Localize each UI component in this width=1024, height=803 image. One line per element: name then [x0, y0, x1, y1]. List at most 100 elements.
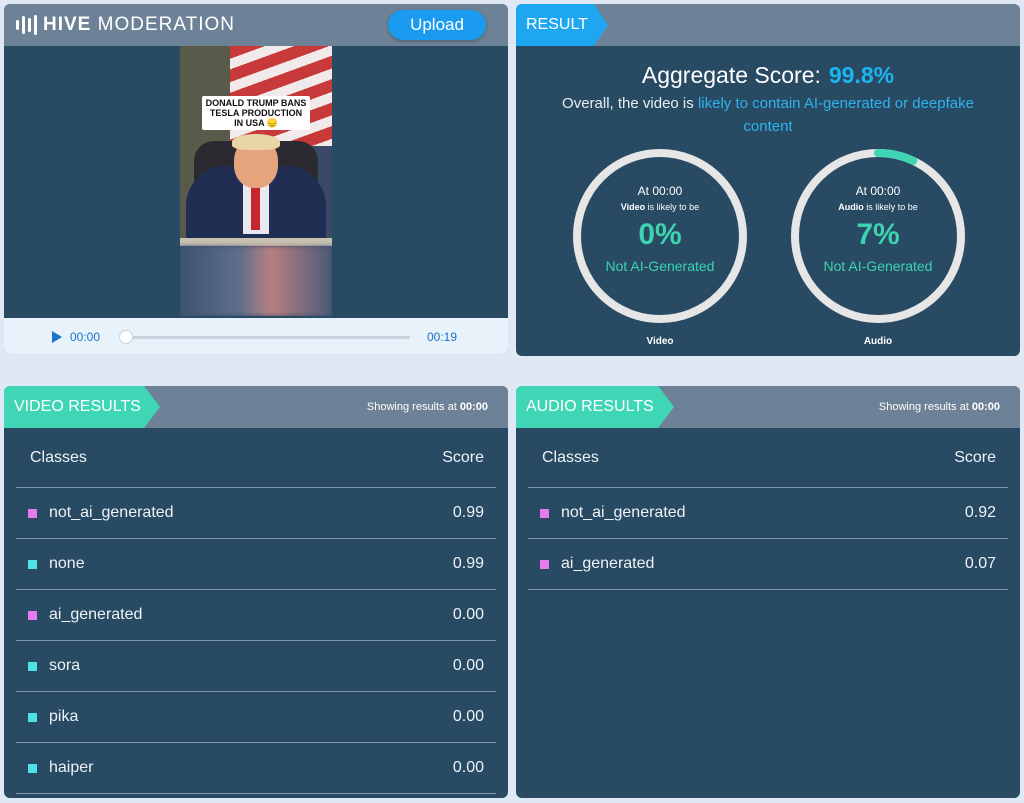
video-results-tag-label: VIDEO RESULTS — [14, 398, 141, 415]
video-caption: DONALD TRUMP BANS TESLA PRODUCTION IN US… — [202, 96, 310, 130]
class-cell: ai_generated — [540, 555, 654, 573]
video-results-panel: VIDEO RESULTS Showing results at 00:00 C… — [4, 386, 508, 798]
class-score: 0.92 — [964, 504, 996, 521]
result-tag-shape — [516, 4, 608, 46]
video-controls: 00:00 00:19 — [4, 318, 508, 354]
class-score: 0.07 — [964, 555, 996, 572]
audio-results-tag-shape — [516, 386, 674, 428]
video-results-tag: VIDEO RESULTS — [4, 386, 160, 428]
class-color-swatch — [28, 559, 37, 569]
class-name: none — [49, 555, 85, 572]
audio-results-tag: AUDIO RESULTS — [516, 386, 674, 428]
class-score: 0.99 — [452, 504, 484, 521]
table-row: not_ai_generated 0.92 — [528, 488, 1008, 539]
class-cell: sora — [28, 657, 80, 675]
video-gauge-subject: Video — [620, 202, 646, 212]
overall-summary: Overall, the video is likely to contain … — [536, 92, 1000, 138]
class-name: ai_generated — [561, 555, 655, 572]
audio-results-showing: Showing results at 00:00 — [879, 401, 1000, 413]
video-gauge-name: Video — [646, 336, 674, 347]
audio-results-panel: AUDIO RESULTS Showing results at 00:00 C… — [516, 386, 1020, 798]
total-time: 00:19 — [427, 330, 458, 344]
table-row: haiper 0.00 — [16, 743, 496, 794]
current-time: 00:00 — [70, 330, 101, 344]
col-classes: Classes — [30, 448, 87, 466]
overall-highlight: likely to contain AI-generated or deepfa… — [697, 95, 974, 135]
audio-results-table: Classes Score not_ai_generated 0.92 ai_gen… — [528, 428, 1008, 590]
class-name: not_ai_generated — [561, 504, 686, 521]
video-desk — [180, 238, 332, 246]
class-name: pika — [49, 708, 79, 725]
hive-logo[interactable]: HIVE MODERATION — [16, 14, 235, 36]
class-color-swatch — [28, 610, 37, 620]
class-color-swatch — [28, 712, 37, 722]
result-tag-label: RESULT — [526, 16, 588, 33]
audio-results-showing-prefix: Showing results at — [878, 401, 969, 413]
result-panel: RESULT Aggregate Score: 99.8% Overall, th… — [516, 4, 1020, 356]
video-gauge-label: Not AI-Generated — [605, 258, 715, 274]
table-header: Classes Score — [528, 428, 1008, 488]
audio-gauge-name: Audio — [863, 336, 893, 347]
audio-gauge-subject: Audio — [838, 202, 864, 212]
video-blurred-area — [180, 246, 332, 316]
class-name: not_ai_generated — [49, 504, 174, 521]
audio-gauge-label: Not AI-Generated — [823, 258, 933, 274]
class-color-swatch — [28, 508, 37, 518]
class-cell: none — [28, 555, 85, 573]
class-cell: not_ai_generated — [28, 504, 174, 522]
upload-button[interactable]: Upload — [388, 10, 486, 40]
col-classes: Classes — [542, 448, 599, 466]
audio-gauge-percent: 7% — [856, 218, 900, 251]
video-results-rows: not_ai_generated 0.99 none 0.99 ai_generated… — [16, 488, 496, 794]
table-header: Classes Score — [16, 428, 496, 488]
overall-prefix: Overall, the video is — [562, 95, 694, 112]
video-results-showing: Showing results at 00:00 — [367, 401, 488, 413]
class-color-swatch — [28, 661, 37, 671]
app-header: HIVE MODERATION Upload — [4, 4, 508, 46]
audio-gauge-likely: Audio is likely to be — [788, 202, 968, 212]
video-gauge-likely-text: is likely to be — [647, 202, 700, 212]
aggregate-score-line: Aggregate Score: 99.8% — [516, 62, 1020, 89]
play-icon[interactable] — [52, 331, 62, 343]
class-color-swatch — [28, 763, 37, 773]
table-row: ai_generated 0.00 — [16, 590, 496, 641]
result-tag: RESULT — [516, 4, 608, 46]
video-person-hair — [232, 134, 280, 150]
col-score: Score — [442, 448, 484, 466]
audio-gauge-ring — [791, 149, 965, 323]
class-cell: not_ai_generated — [540, 504, 686, 522]
class-score: 0.99 — [452, 555, 484, 572]
class-score: 0.00 — [452, 759, 484, 776]
seek-track[interactable] — [124, 336, 410, 339]
aggregate-score-value: 99.8% — [828, 62, 895, 88]
video-results-showing-prefix: Showing results at — [366, 401, 457, 413]
logo-text-bold: HIVE — [43, 14, 92, 35]
video-gauge-ring — [573, 149, 747, 323]
class-name: haiper — [49, 759, 94, 776]
table-row: not_ai_generated 0.99 — [16, 488, 496, 539]
table-row: sora 0.00 — [16, 641, 496, 692]
video-frame[interactable]: DONALD TRUMP BANS TESLA PRODUCTION IN US… — [180, 46, 332, 316]
class-cell: haiper — [28, 759, 93, 777]
col-score: Score — [954, 448, 996, 466]
audio-results-showing-time: 00:00 — [971, 401, 1000, 413]
video-gauge-percent: 0% — [638, 218, 682, 251]
audio-gauge-likely-text: is likely to be — [866, 202, 918, 212]
table-row: ai_generated 0.07 — [528, 539, 1008, 590]
logo-text: HIVE MODERATION — [43, 14, 235, 36]
logo-text-light: MODERATION — [97, 14, 236, 35]
video-person-tie — [251, 180, 260, 230]
video-player-panel: HIVE MODERATION Upload DONALD TRUMP BANS… — [4, 4, 508, 354]
aggregate-score-label: Aggregate Score: — [641, 62, 821, 88]
hive-logo-icon — [16, 15, 37, 35]
video-results-tag-shape — [4, 386, 160, 428]
table-row: pika 0.00 — [16, 692, 496, 743]
video-results-table: Classes Score not_ai_generated 0.99 none 0.… — [16, 428, 496, 794]
table-row: none 0.99 — [16, 539, 496, 590]
video-results-showing-time: 00:00 — [459, 401, 488, 413]
audio-results-tag-label: AUDIO RESULTS — [526, 398, 654, 415]
class-color-swatch — [540, 508, 549, 518]
seek-thumb[interactable] — [119, 330, 133, 344]
video-gauge-time: At 00:00 — [637, 184, 683, 198]
class-color-swatch — [540, 559, 549, 569]
